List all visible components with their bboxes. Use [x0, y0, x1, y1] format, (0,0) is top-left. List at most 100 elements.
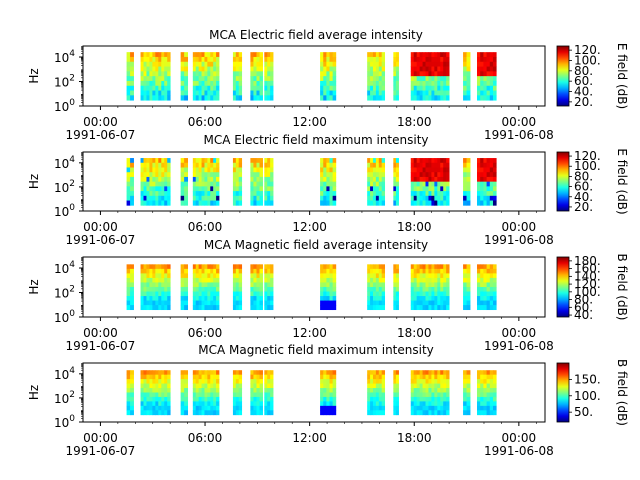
data-segment [232, 370, 243, 416]
data-segment [126, 264, 134, 311]
x-tick-label: 18:00 [397, 220, 432, 234]
y-axis-label: Hz [27, 174, 41, 189]
data-segment [250, 264, 263, 311]
panel-title: MCA Electric field maximum intensity [203, 133, 428, 147]
x-tick-label: 00:00 [502, 115, 537, 129]
data-segment [410, 52, 450, 101]
data-segment [264, 52, 274, 101]
axes-frame [82, 362, 546, 423]
panel-title: MCA Magnetic field maximum intensity [198, 343, 434, 357]
data-segment [232, 52, 243, 101]
y-axis-label: Hz [27, 385, 41, 400]
y-tick-label: 102 [54, 390, 75, 406]
y-tick-label: 102 [54, 285, 75, 301]
x-tick-label: 00:00 [83, 115, 118, 129]
data-segment [477, 158, 497, 206]
colorbar-label: E field (dB) [615, 43, 629, 109]
x-tick-label: 18:00 [397, 431, 432, 445]
data-segment [463, 158, 471, 206]
data-segment [192, 158, 220, 206]
colorbar-tick-label: 80. [574, 293, 593, 307]
colorbar-tick-label: 20. [574, 95, 593, 109]
colorbar-tick-label: 40. [574, 190, 593, 204]
data-segment [250, 52, 263, 101]
data-segment [367, 158, 386, 206]
data-segment [410, 158, 450, 206]
data-segment [180, 264, 189, 311]
colorbar-tick-label: 140. [574, 269, 601, 283]
y-tick-label: 102 [54, 74, 75, 90]
x-tick-label: 06:00 [188, 431, 223, 445]
data-segment [410, 370, 450, 416]
data-segment [192, 264, 220, 311]
data-segment [232, 158, 243, 206]
data-segment [140, 52, 171, 101]
data-segment [320, 52, 337, 101]
x-tick-date: 1991-06-08 [484, 233, 554, 247]
colorbar-tick-label: 100. [574, 159, 601, 173]
x-tick-date: 1991-06-07 [66, 233, 136, 247]
axes-frame [82, 151, 546, 212]
x-tick-date: 1991-06-07 [66, 444, 136, 458]
data-segment [393, 158, 399, 206]
axes-frame [82, 45, 546, 107]
data-segment [367, 52, 386, 101]
colorbar-tick-label: 60. [574, 300, 593, 314]
x-tick-label: 00:00 [502, 326, 537, 340]
colorbar-tick-label: 80. [574, 169, 593, 183]
data-segment [393, 370, 399, 416]
y-tick-label: 104 [54, 366, 75, 382]
axes-frame [82, 256, 546, 318]
data-segment [367, 264, 386, 311]
x-tick-label: 00:00 [83, 326, 118, 340]
data-segment [463, 52, 471, 101]
x-tick-date: 1991-06-08 [484, 444, 554, 458]
data-segment [140, 264, 171, 311]
x-tick-label: 00:00 [83, 431, 118, 445]
x-tick-label: 18:00 [397, 115, 432, 129]
x-tick-label: 12:00 [292, 431, 327, 445]
colorbar-label: E field (dB) [615, 148, 629, 214]
colorbar-label: B field (dB) [615, 359, 629, 426]
data-segment [180, 370, 189, 416]
data-segment [264, 264, 274, 311]
spectrogram-panel-4: MCA Magnetic field maximum intensity 100 1… [27, 343, 629, 458]
data-segment [126, 370, 134, 416]
y-tick-label: 104 [54, 49, 75, 65]
data-segment [320, 370, 337, 416]
x-tick-label: 06:00 [188, 220, 223, 234]
colorbar: 50. 100. 150. B field (dB) [556, 359, 629, 426]
data-segment [367, 370, 386, 416]
colorbar-tick-label: 150. [574, 372, 601, 386]
colorbar-tick-label: 60. [574, 74, 593, 88]
x-tick-label: 00:00 [83, 220, 118, 234]
colorbar-tick-label: 120. [574, 149, 601, 163]
spectrogram-panel-3: MCA Magnetic field average intensity 100 1… [27, 238, 629, 353]
x-tick-label: 12:00 [292, 326, 327, 340]
colorbar: 40.60.80.100.120.140.160.180. B field (dB… [556, 254, 629, 322]
data-segment [477, 370, 497, 416]
x-tick-date: 1991-06-08 [484, 339, 554, 353]
colorbar-tick-label: 120. [574, 277, 601, 291]
panel-title: MCA Electric field average intensity [209, 28, 423, 42]
colorbar-label: B field (dB) [615, 254, 629, 321]
y-axis-label: Hz [27, 279, 41, 294]
colorbar-tick-label: 40. [574, 308, 593, 322]
x-tick-label: 06:00 [188, 115, 223, 129]
y-tick-label: 100 [54, 309, 75, 325]
data-segment [180, 52, 189, 101]
colorbar-tick-label: 60. [574, 180, 593, 194]
spectrogram-panel-1: MCA Electric field average intensity 100 1… [27, 28, 629, 142]
data-segment [192, 52, 220, 101]
data-segment [320, 158, 337, 206]
colorbar-tick-label: 100. [574, 285, 601, 299]
x-tick-label: 06:00 [188, 326, 223, 340]
data-segment [250, 158, 263, 206]
data-segment [393, 264, 399, 311]
data-segment [463, 264, 471, 311]
data-segment [320, 264, 337, 311]
x-tick-label: 12:00 [292, 220, 327, 234]
colorbar-tick-label: 120. [574, 43, 601, 57]
colorbar-tick-label: 160. [574, 262, 601, 276]
